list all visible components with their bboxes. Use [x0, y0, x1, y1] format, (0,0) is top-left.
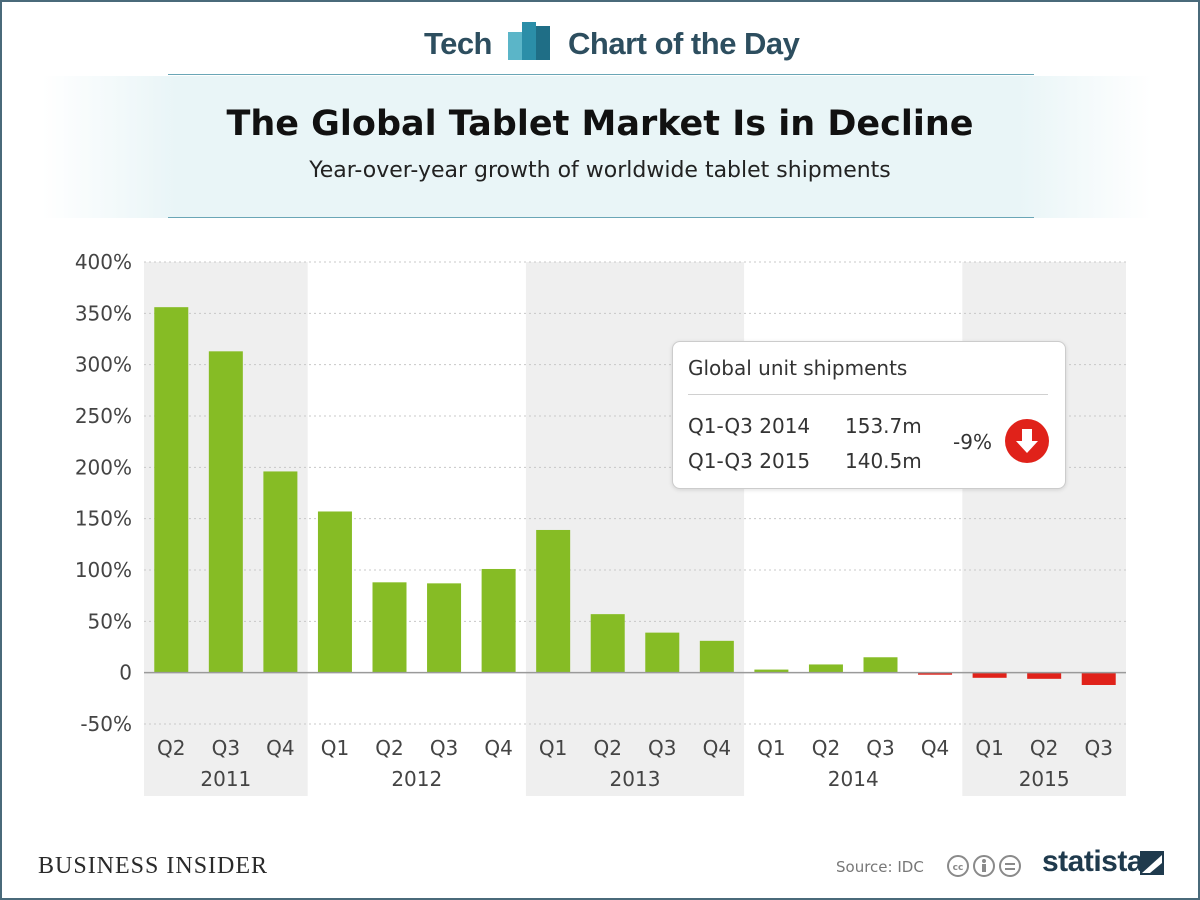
y-tick-label: 50% [88, 609, 132, 633]
x-tick-label: Q3 [1084, 736, 1112, 760]
bar [645, 632, 680, 673]
y-tick-label: 100% [75, 558, 132, 582]
year-label: 2011 [200, 767, 251, 791]
y-tick-label: 300% [75, 353, 132, 377]
bar [372, 582, 407, 673]
x-tick-label: Q1 [975, 736, 1003, 760]
x-tick-label: Q4 [266, 736, 294, 760]
callout-value-2015: 140.5m [845, 449, 922, 473]
bar [208, 351, 243, 673]
y-tick-label: 150% [75, 507, 132, 531]
svg-text:cc: cc [953, 863, 964, 873]
x-tick-label: Q3 [648, 736, 676, 760]
callout-heading: Global unit shipments [688, 356, 908, 380]
x-tick-label: Q1 [321, 736, 349, 760]
statista-mark-icon [1140, 851, 1164, 875]
bar [754, 669, 789, 673]
year-label: 2014 [828, 767, 879, 791]
bar [1081, 672, 1116, 685]
x-tick-label: Q2 [1030, 736, 1058, 760]
bar [1027, 672, 1062, 679]
banner-left-text: Tech [423, 26, 493, 61]
top-divider [168, 74, 1034, 75]
shipments-callout: Global unit shipments Q1-Q3 2014 153.7m … [672, 341, 1066, 489]
bar [317, 511, 352, 673]
source-note: Source: IDC [836, 858, 924, 876]
bar [154, 307, 189, 673]
y-tick-label: 400% [75, 250, 132, 274]
x-tick-label: Q2 [593, 736, 621, 760]
arrow-down-icon [1005, 419, 1049, 463]
x-tick-label: Q4 [703, 736, 731, 760]
callout-value-2014: 153.7m [845, 414, 922, 438]
bar [699, 640, 734, 673]
y-tick-label: 200% [75, 455, 132, 479]
bar [481, 568, 516, 673]
callout-period-2015: Q1-Q3 2015 [688, 449, 811, 473]
x-tick-label: Q4 [921, 736, 949, 760]
bar [863, 657, 898, 673]
creative-commons-icon: cc [947, 855, 1021, 877]
bar [263, 471, 298, 673]
x-tick-label: Q3 [866, 736, 894, 760]
x-tick-label: Q4 [484, 736, 512, 760]
callout-divider [688, 394, 1048, 395]
statista-logo: statista [1042, 845, 1144, 878]
title-panel [42, 76, 1152, 218]
year-label: 2015 [1019, 767, 1070, 791]
bar [918, 672, 953, 675]
x-tick-label: Q1 [539, 736, 567, 760]
y-tick-label: 250% [75, 404, 132, 428]
chart-title: The Global Tablet Market Is in Decline [226, 104, 974, 144]
x-tick-label: Q2 [375, 736, 403, 760]
x-tick-label: Q1 [757, 736, 785, 760]
y-tick-label: 350% [75, 301, 132, 325]
x-tick-label: Q2 [812, 736, 840, 760]
bar [427, 583, 462, 673]
year-label: 2013 [610, 767, 661, 791]
chart-subtitle: Year-over-year growth of worldwide table… [309, 158, 891, 183]
x-tick-label: Q3 [212, 736, 240, 760]
bar-chart-logo-icon [508, 22, 550, 60]
banner: Tech Chart of the Day [2, 2, 1198, 74]
bar [536, 529, 571, 673]
y-tick-label: -50% [80, 712, 132, 736]
business-insider-logo: BUSINESS INSIDER [38, 853, 269, 879]
callout-period-2014: Q1-Q3 2014 [688, 414, 811, 438]
banner-right-text: Chart of the Day [568, 26, 800, 61]
y-tick-label: 0 [119, 661, 132, 685]
title-divider [168, 217, 1034, 218]
bar [972, 672, 1007, 678]
year-label: 2012 [391, 767, 442, 791]
bar [808, 664, 843, 673]
bar [590, 614, 625, 673]
x-tick-label: Q2 [157, 736, 185, 760]
callout-change: -9% [953, 430, 992, 454]
x-tick-label: Q3 [430, 736, 458, 760]
